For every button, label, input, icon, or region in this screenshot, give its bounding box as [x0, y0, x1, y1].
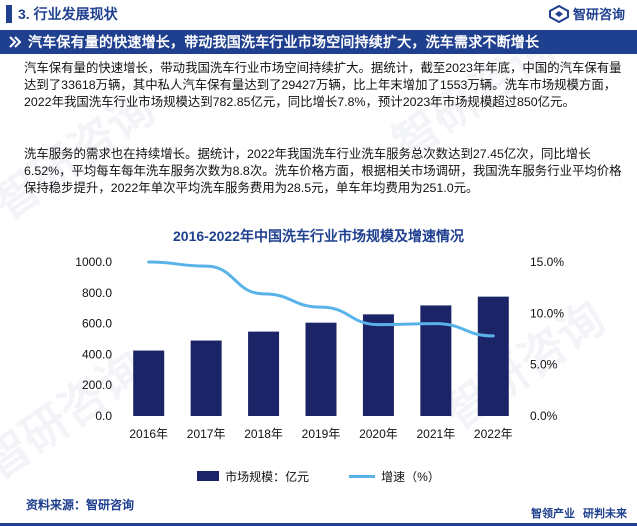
- footer-slogan-2: 研判未来: [583, 508, 627, 520]
- x-tick-label: 2018年: [244, 427, 283, 441]
- headline-band: 汽车保有量的快速增长，带动我国洗车行业市场空间持续扩大，洗车需求不断增长: [0, 30, 637, 54]
- chart-title: 2016-2022年中国洗车行业市场规模及增速情况: [173, 228, 464, 244]
- source-note: 资料来源：智研咨询: [26, 498, 135, 512]
- headline: 汽车保有量的快速增长，带动我国洗车行业市场空间持续扩大，洗车需求不断增长: [28, 34, 540, 50]
- y-left-tick-label: 800.0: [82, 286, 112, 300]
- bar: [190, 340, 222, 416]
- y-left-tick-label: 600.0: [82, 317, 112, 331]
- chart-legend: 市场规模：亿元 增速（%）: [0, 466, 637, 486]
- legend-label-line: 增速（%）: [381, 469, 440, 484]
- y-left-tick-label: 1000.0: [75, 255, 112, 269]
- x-tick-label: 2022年: [474, 427, 513, 441]
- bar: [133, 350, 165, 416]
- y-right-tick-label: 5.0%: [530, 358, 558, 372]
- footer-slogan-1: 智领产业: [531, 508, 575, 520]
- bar: [305, 322, 337, 416]
- section-marker: [6, 5, 12, 23]
- section-title: 3. 行业发展现状: [18, 6, 118, 22]
- x-tick-label: 2017年: [187, 427, 226, 441]
- y-left-tick-label: 200.0: [82, 378, 112, 392]
- brand-logo-icon: [548, 4, 569, 23]
- legend-bar-swatch: [197, 471, 220, 481]
- footer-line: [0, 523, 637, 526]
- y-left-tick-label: 400.0: [82, 347, 112, 361]
- y-left-tick-label: 0.0: [95, 409, 112, 423]
- legend-item-line: 增速（%）: [349, 468, 440, 485]
- top-bar: 3. 行业发展现状 智研咨询: [0, 0, 637, 26]
- brand-name: 智研咨询: [572, 7, 625, 22]
- bar: [420, 305, 452, 416]
- paragraph-1: 汽车保有量的快速增长，带动我国洗车行业市场空间持续扩大。据统计，截至2023年年…: [24, 61, 622, 109]
- x-tick-label: 2016年: [129, 427, 168, 441]
- x-tick-label: 2020年: [359, 427, 398, 441]
- legend-item-bar: 市场规模：亿元: [197, 468, 309, 485]
- y-right-tick-label: 15.0%: [530, 255, 564, 269]
- chart: 0.0 200.0 400.0 600.0 800.0 1000.0 0.0% 5.0% 10.…: [75, 255, 564, 441]
- bar: [477, 296, 509, 416]
- footer-brand: 智领产业 研判未来: [531, 505, 627, 521]
- legend-line-swatch: [349, 474, 376, 478]
- y-right-tick-label: 0.0%: [530, 409, 558, 423]
- x-tick-label: 2019年: [302, 427, 341, 441]
- bullet-icon: [8, 35, 22, 49]
- bar: [362, 314, 394, 416]
- paragraph-2: 洗车服务的需求也在持续增长。据统计，2022年我国洗车行业洗车服务总次数达到27…: [24, 147, 622, 195]
- legend-label-bar: 市场规模：亿元: [225, 469, 310, 484]
- brand: 智研咨询: [548, 4, 625, 23]
- section-header: 3. 行业发展现状: [0, 2, 118, 26]
- x-tick-label: 2021年: [417, 427, 456, 441]
- y-right-tick-label: 10.0%: [530, 306, 564, 320]
- bar: [248, 331, 280, 416]
